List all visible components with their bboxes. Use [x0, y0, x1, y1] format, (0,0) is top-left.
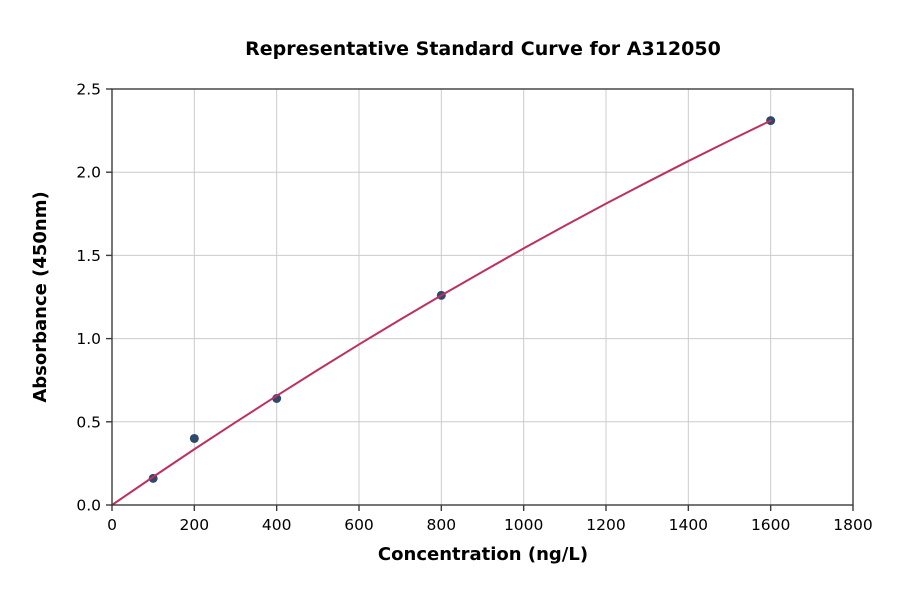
y-axis-label: Absorbance (450nm) [30, 191, 51, 402]
fit-curve [111, 119, 772, 506]
y-tick-label: 0.0 [76, 497, 101, 515]
y-tick-label: 0.5 [76, 413, 101, 431]
x-tick-label: 1400 [669, 516, 708, 534]
chart-title: Representative Standard Curve for A31205… [245, 38, 721, 60]
x-tick-label: 800 [427, 516, 457, 534]
x-tick-label: 600 [344, 516, 374, 534]
tick-labels: 0 200 400 600 800 1000 1200 1400 1600 1800 0.0 0.5 1… [76, 81, 872, 535]
x-tick-label: 1000 [504, 516, 543, 534]
axes-frame [111, 88, 854, 506]
gridlines [111, 88, 854, 506]
y-tick-label: 1.5 [76, 247, 101, 265]
y-tick-label: 2.5 [76, 81, 101, 99]
data-points [148, 116, 776, 483]
x-tick-label: 400 [262, 516, 292, 534]
x-tick-label: 1800 [833, 516, 872, 534]
x-tick-label: 0 [107, 516, 117, 534]
x-tick-label: 1200 [586, 516, 625, 534]
x-axis-label: Concentration (ng/L) [378, 544, 588, 565]
x-tick-label: 200 [180, 516, 210, 534]
y-tick-label: 1.0 [76, 330, 101, 348]
y-tick-label: 2.0 [76, 164, 101, 182]
x-tick-label: 1600 [751, 516, 790, 534]
